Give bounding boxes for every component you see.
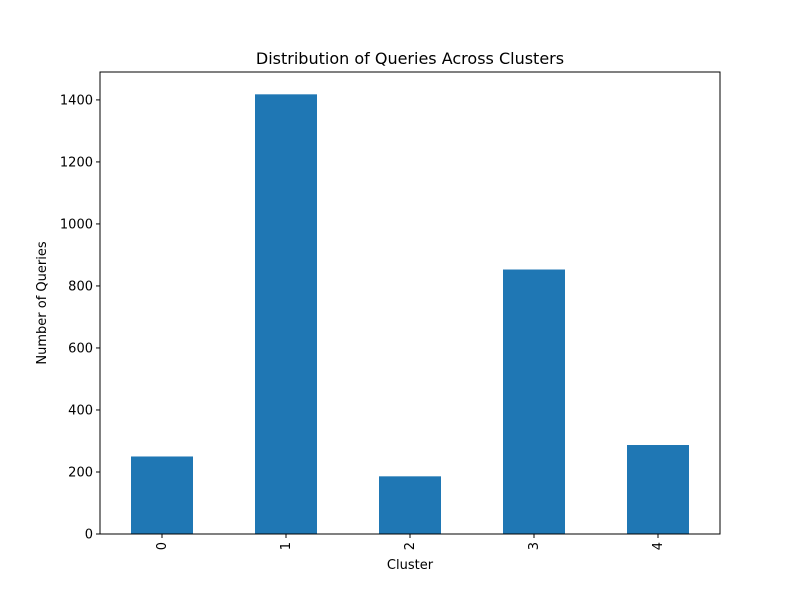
y-tick-label: 600 (68, 341, 93, 356)
x-tick-label: 0 (155, 542, 170, 550)
bar-cluster-1 (255, 94, 317, 534)
bar-cluster-0 (131, 456, 193, 534)
y-tick-label: 1400 (60, 93, 93, 108)
chart-title: Distribution of Queries Across Clusters (256, 49, 564, 68)
x-tick-label: 1 (279, 542, 294, 550)
y-tick-label: 0 (85, 528, 93, 543)
plot-area (131, 94, 689, 534)
y-tick-label: 1000 (60, 217, 93, 232)
bar-cluster-3 (503, 269, 565, 534)
x-tick-label: 4 (651, 542, 666, 550)
y-tick-label: 800 (68, 279, 93, 294)
x-tick-label: 2 (403, 542, 418, 550)
x-axis-label: Cluster (387, 558, 434, 573)
x-tick-label: 3 (527, 542, 542, 550)
y-tick-label: 1200 (60, 155, 93, 170)
y-axis-label: Number of Queries (35, 241, 50, 364)
bar-cluster-4 (627, 445, 689, 534)
bar-cluster-2 (379, 476, 441, 534)
y-tick-label: 200 (68, 465, 93, 480)
y-tick-label: 400 (68, 403, 93, 418)
